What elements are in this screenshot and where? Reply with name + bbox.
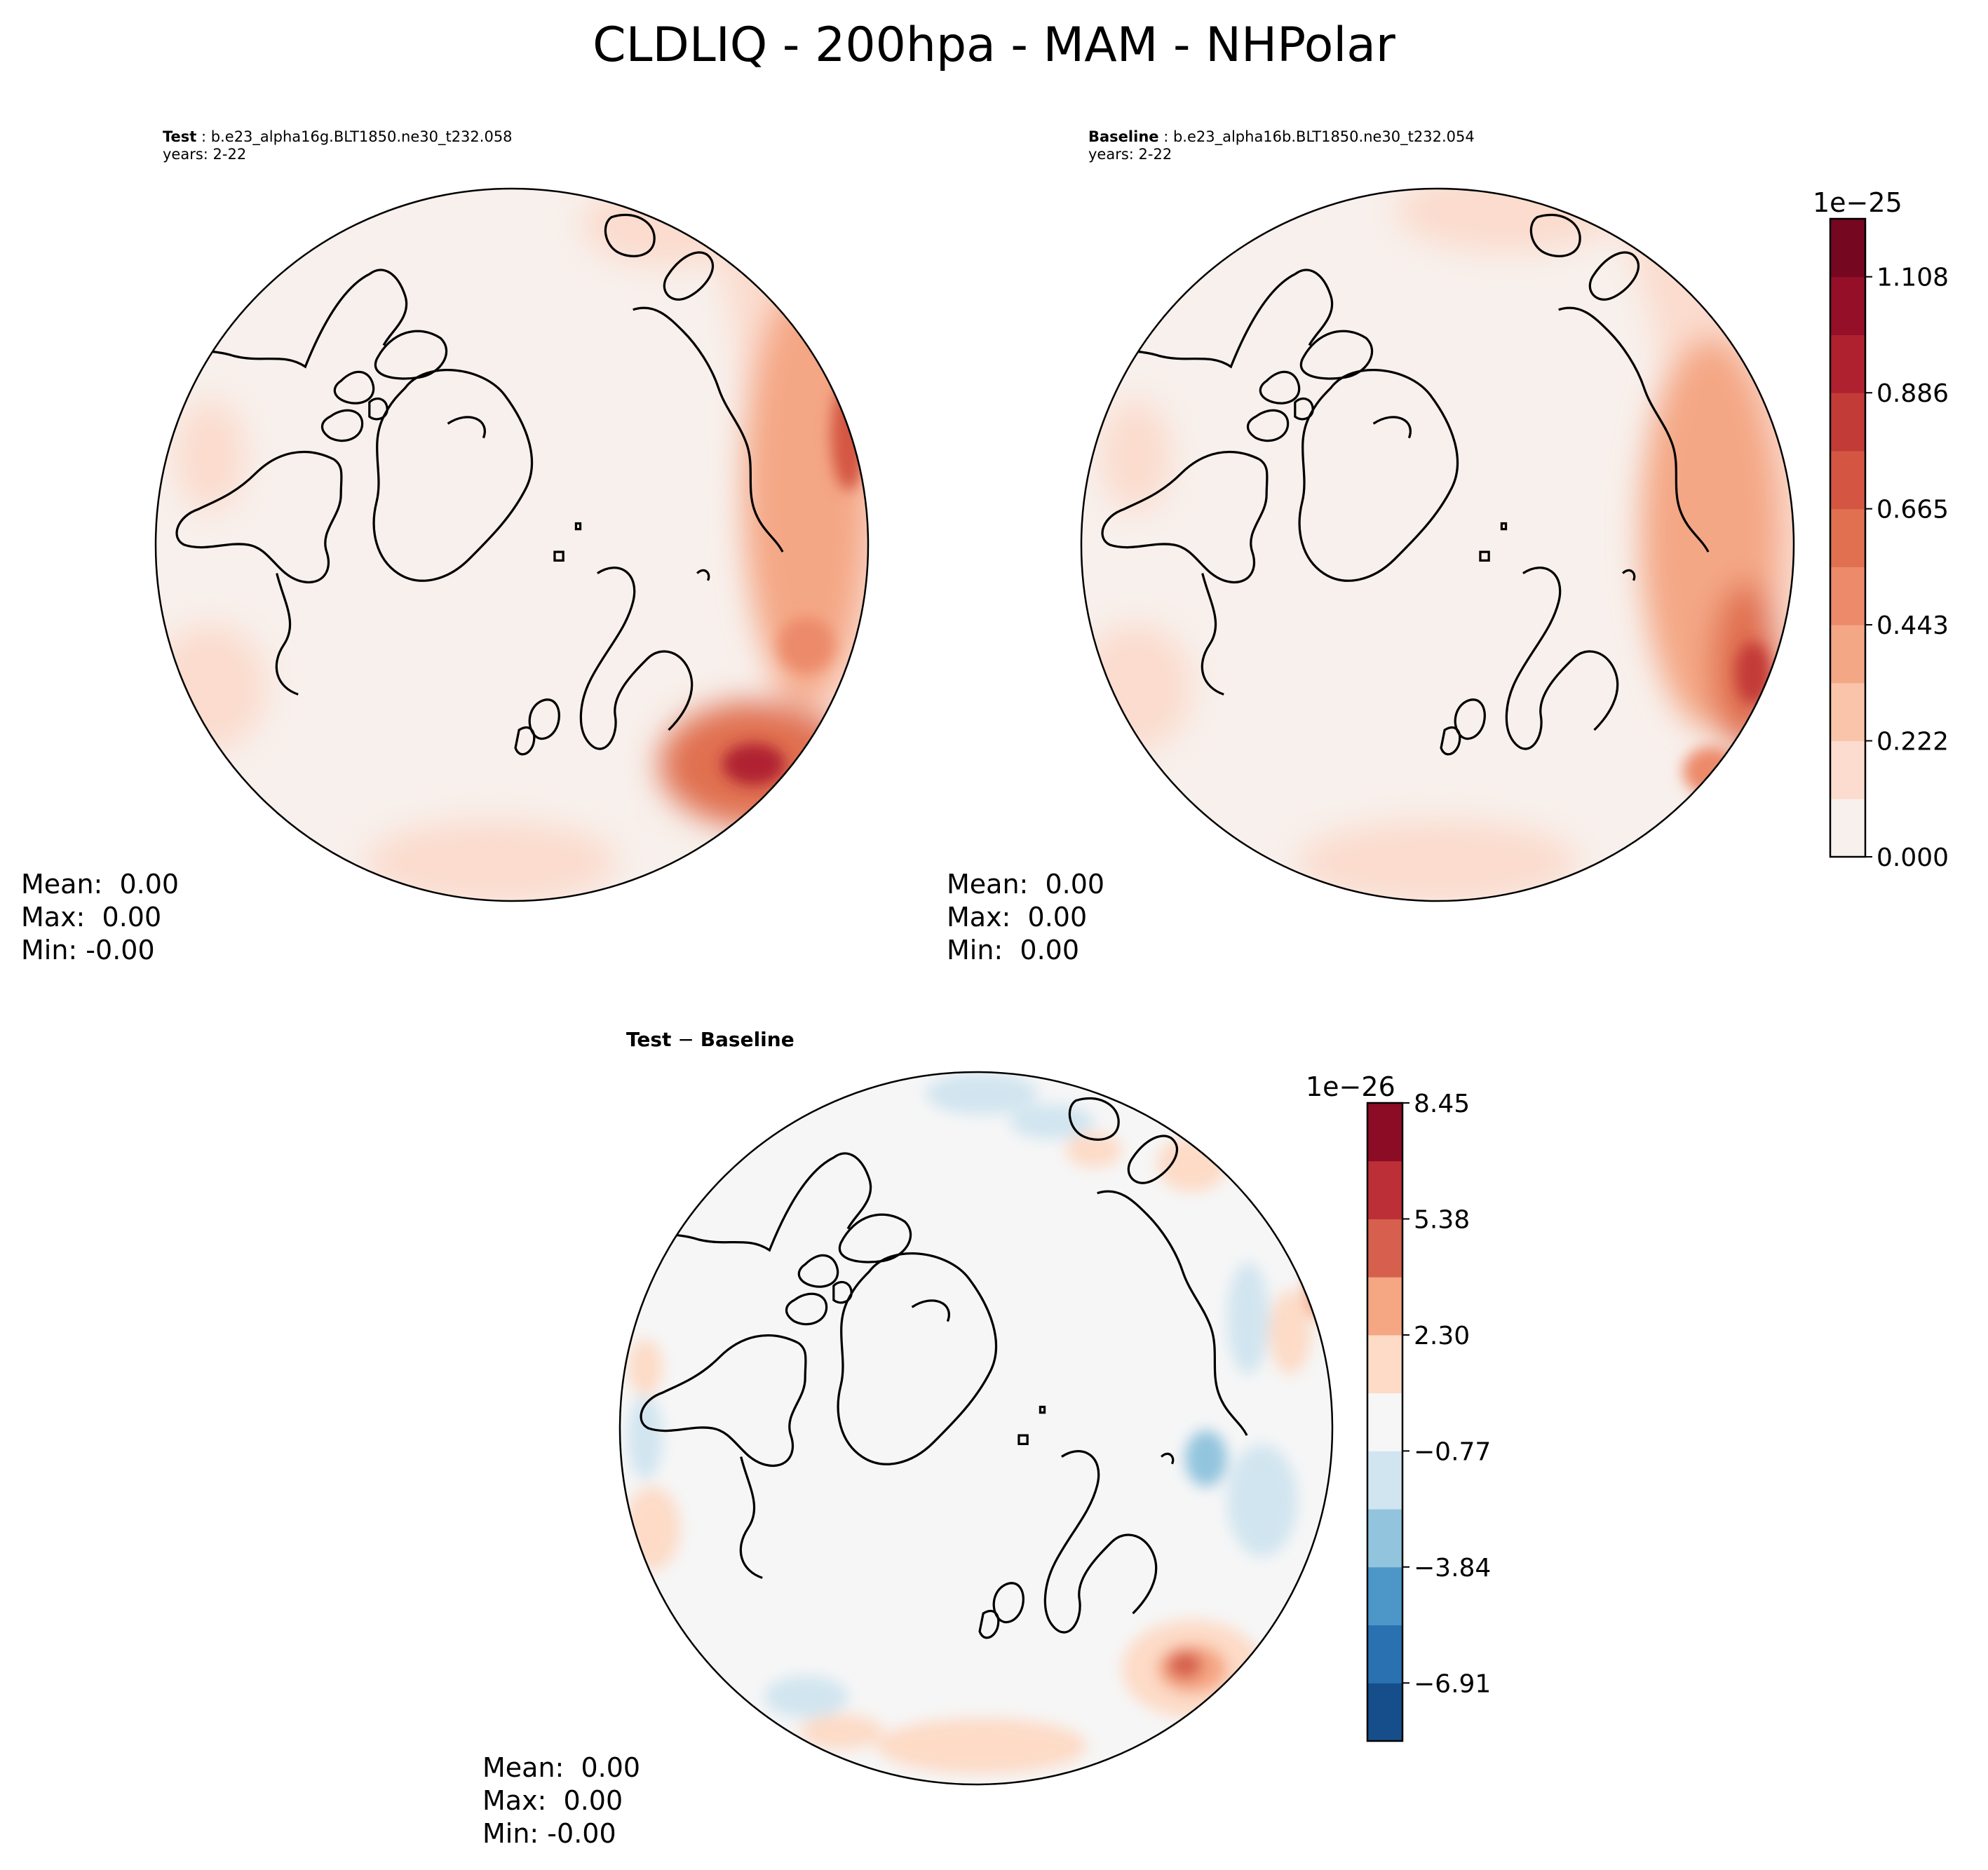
test-panel-title: Test : b.e23_alpha16g.BLT1850.ne30_t232.…: [163, 128, 513, 163]
diff-label-test: Test: [626, 1028, 672, 1051]
baseline-map: [1080, 187, 1795, 902]
diff-map-boundary: [618, 1071, 1334, 1786]
diff-colorbar-tick-label: −0.77: [1414, 1437, 1491, 1466]
main-colorbar-tick-label: 0.443: [1877, 611, 1949, 640]
main-colorbar-tick-label: 1.108: [1877, 264, 1949, 292]
main-colorbar-segment: [1830, 567, 1865, 625]
test-stat-max: Max: 0.00: [21, 902, 162, 933]
test-stats: Mean: 0.00 Max: 0.00 Min: -0.00: [21, 868, 179, 967]
baseline-map-boundary: [1080, 187, 1795, 902]
test-map-boundary: [154, 187, 870, 902]
main-colorbar-exponent: 1e−25: [1813, 187, 1902, 218]
main-colorbar: 1e−25 0.000 0.222 0.443 0.665 0.886 1.108: [1813, 187, 1949, 872]
diff-colorbar-tick-label: 5.38: [1414, 1205, 1470, 1234]
main-colorbar-frame: [1829, 217, 1867, 858]
main-colorbar-segment: [1830, 219, 1865, 278]
diff-colorbar-segment: [1367, 1277, 1402, 1336]
baseline-stat-mean: Mean: 0.00: [947, 869, 1105, 900]
diff-colorbar-tick-label: −6.91: [1414, 1669, 1491, 1698]
baseline-years: years: 2-22: [1088, 146, 1172, 163]
diff-colorbar-segment: [1367, 1160, 1402, 1219]
main-colorbar-segment: [1830, 625, 1865, 684]
diff-colorbar-segment: [1367, 1566, 1402, 1626]
baseline-label: Baseline: [1088, 128, 1159, 145]
main-colorbar-segment: [1830, 682, 1865, 742]
diff-colorbar-tick-label: 2.30: [1414, 1322, 1470, 1350]
main-colorbar-tick-label: 0.886: [1877, 379, 1949, 408]
main-colorbar-tick-label: 0.222: [1877, 728, 1949, 757]
diff-colorbar-segment: [1367, 1334, 1402, 1394]
main-colorbar-segment: [1830, 276, 1865, 335]
main-colorbar-segment: [1830, 334, 1865, 393]
diff-colorbar-segment: [1367, 1103, 1402, 1162]
test-label: Test: [163, 128, 197, 145]
diff-colorbar-frame: [1366, 1102, 1404, 1742]
diff-stats: Mean: 0.00 Max: 0.00 Min: -0.00: [482, 1752, 640, 1850]
diff-colorbar-segment: [1367, 1625, 1402, 1683]
diff-map: [618, 1071, 1334, 1786]
test-map: [154, 187, 870, 902]
test-years: years: 2-22: [163, 146, 247, 163]
diff-colorbar-segment: [1367, 1219, 1402, 1278]
diff-colorbar-tick-label: 8.45: [1414, 1090, 1470, 1118]
diff-colorbar-segment: [1367, 1683, 1402, 1742]
baseline-stats: Mean: 0.00 Max: 0.00 Min: 0.00: [947, 868, 1104, 967]
test-case-name: b.e23_alpha16g.BLT1850.ne30_t232.058: [210, 128, 513, 145]
baseline-case-name: b.e23_alpha16b.BLT1850.ne30_t232.054: [1172, 128, 1475, 145]
main-colorbar-tick-label: 0.000: [1877, 843, 1949, 872]
baseline-stat-max: Max: 0.00: [947, 902, 1088, 933]
main-colorbar-segment: [1830, 740, 1865, 799]
baseline-panel-title: Baseline : b.e23_alpha16b.BLT1850.ne30_t…: [1088, 128, 1475, 163]
test-stat-mean: Mean: 0.00: [21, 869, 180, 900]
main-colorbar-tick-label: 0.665: [1877, 496, 1949, 524]
diff-colorbar-exponent: 1e−26: [1306, 1071, 1395, 1102]
diff-colorbar-segment: [1367, 1451, 1402, 1510]
diff-label-baseline: Baseline: [700, 1028, 794, 1051]
diff-stat-max: Max: 0.00: [482, 1785, 623, 1816]
baseline-stat-min: Min: 0.00: [947, 935, 1079, 966]
diff-label-operator: −: [671, 1028, 701, 1051]
main-colorbar-segment: [1830, 799, 1865, 858]
figure-title: CLDLIQ - 200hpa - MAM - NHPolar: [593, 18, 1395, 73]
diff-colorbar: 1e−26 −6.91 −3.84 −0.77 2.30 5.38 8.45: [1306, 1071, 1491, 1742]
diff-colorbar-segment: [1367, 1509, 1402, 1568]
main-colorbar-segment: [1830, 393, 1865, 452]
diff-panel-title: Test − Baseline: [626, 1028, 794, 1051]
diff-stat-min: Min: -0.00: [482, 1818, 616, 1849]
diff-colorbar-segment: [1367, 1393, 1402, 1451]
diff-colorbar-tick-label: −3.84: [1414, 1554, 1491, 1583]
main-colorbar-segment: [1830, 450, 1865, 510]
diff-stat-mean: Mean: 0.00: [482, 1752, 641, 1783]
test-stat-min: Min: -0.00: [21, 935, 155, 966]
main-colorbar-segment: [1830, 508, 1865, 567]
